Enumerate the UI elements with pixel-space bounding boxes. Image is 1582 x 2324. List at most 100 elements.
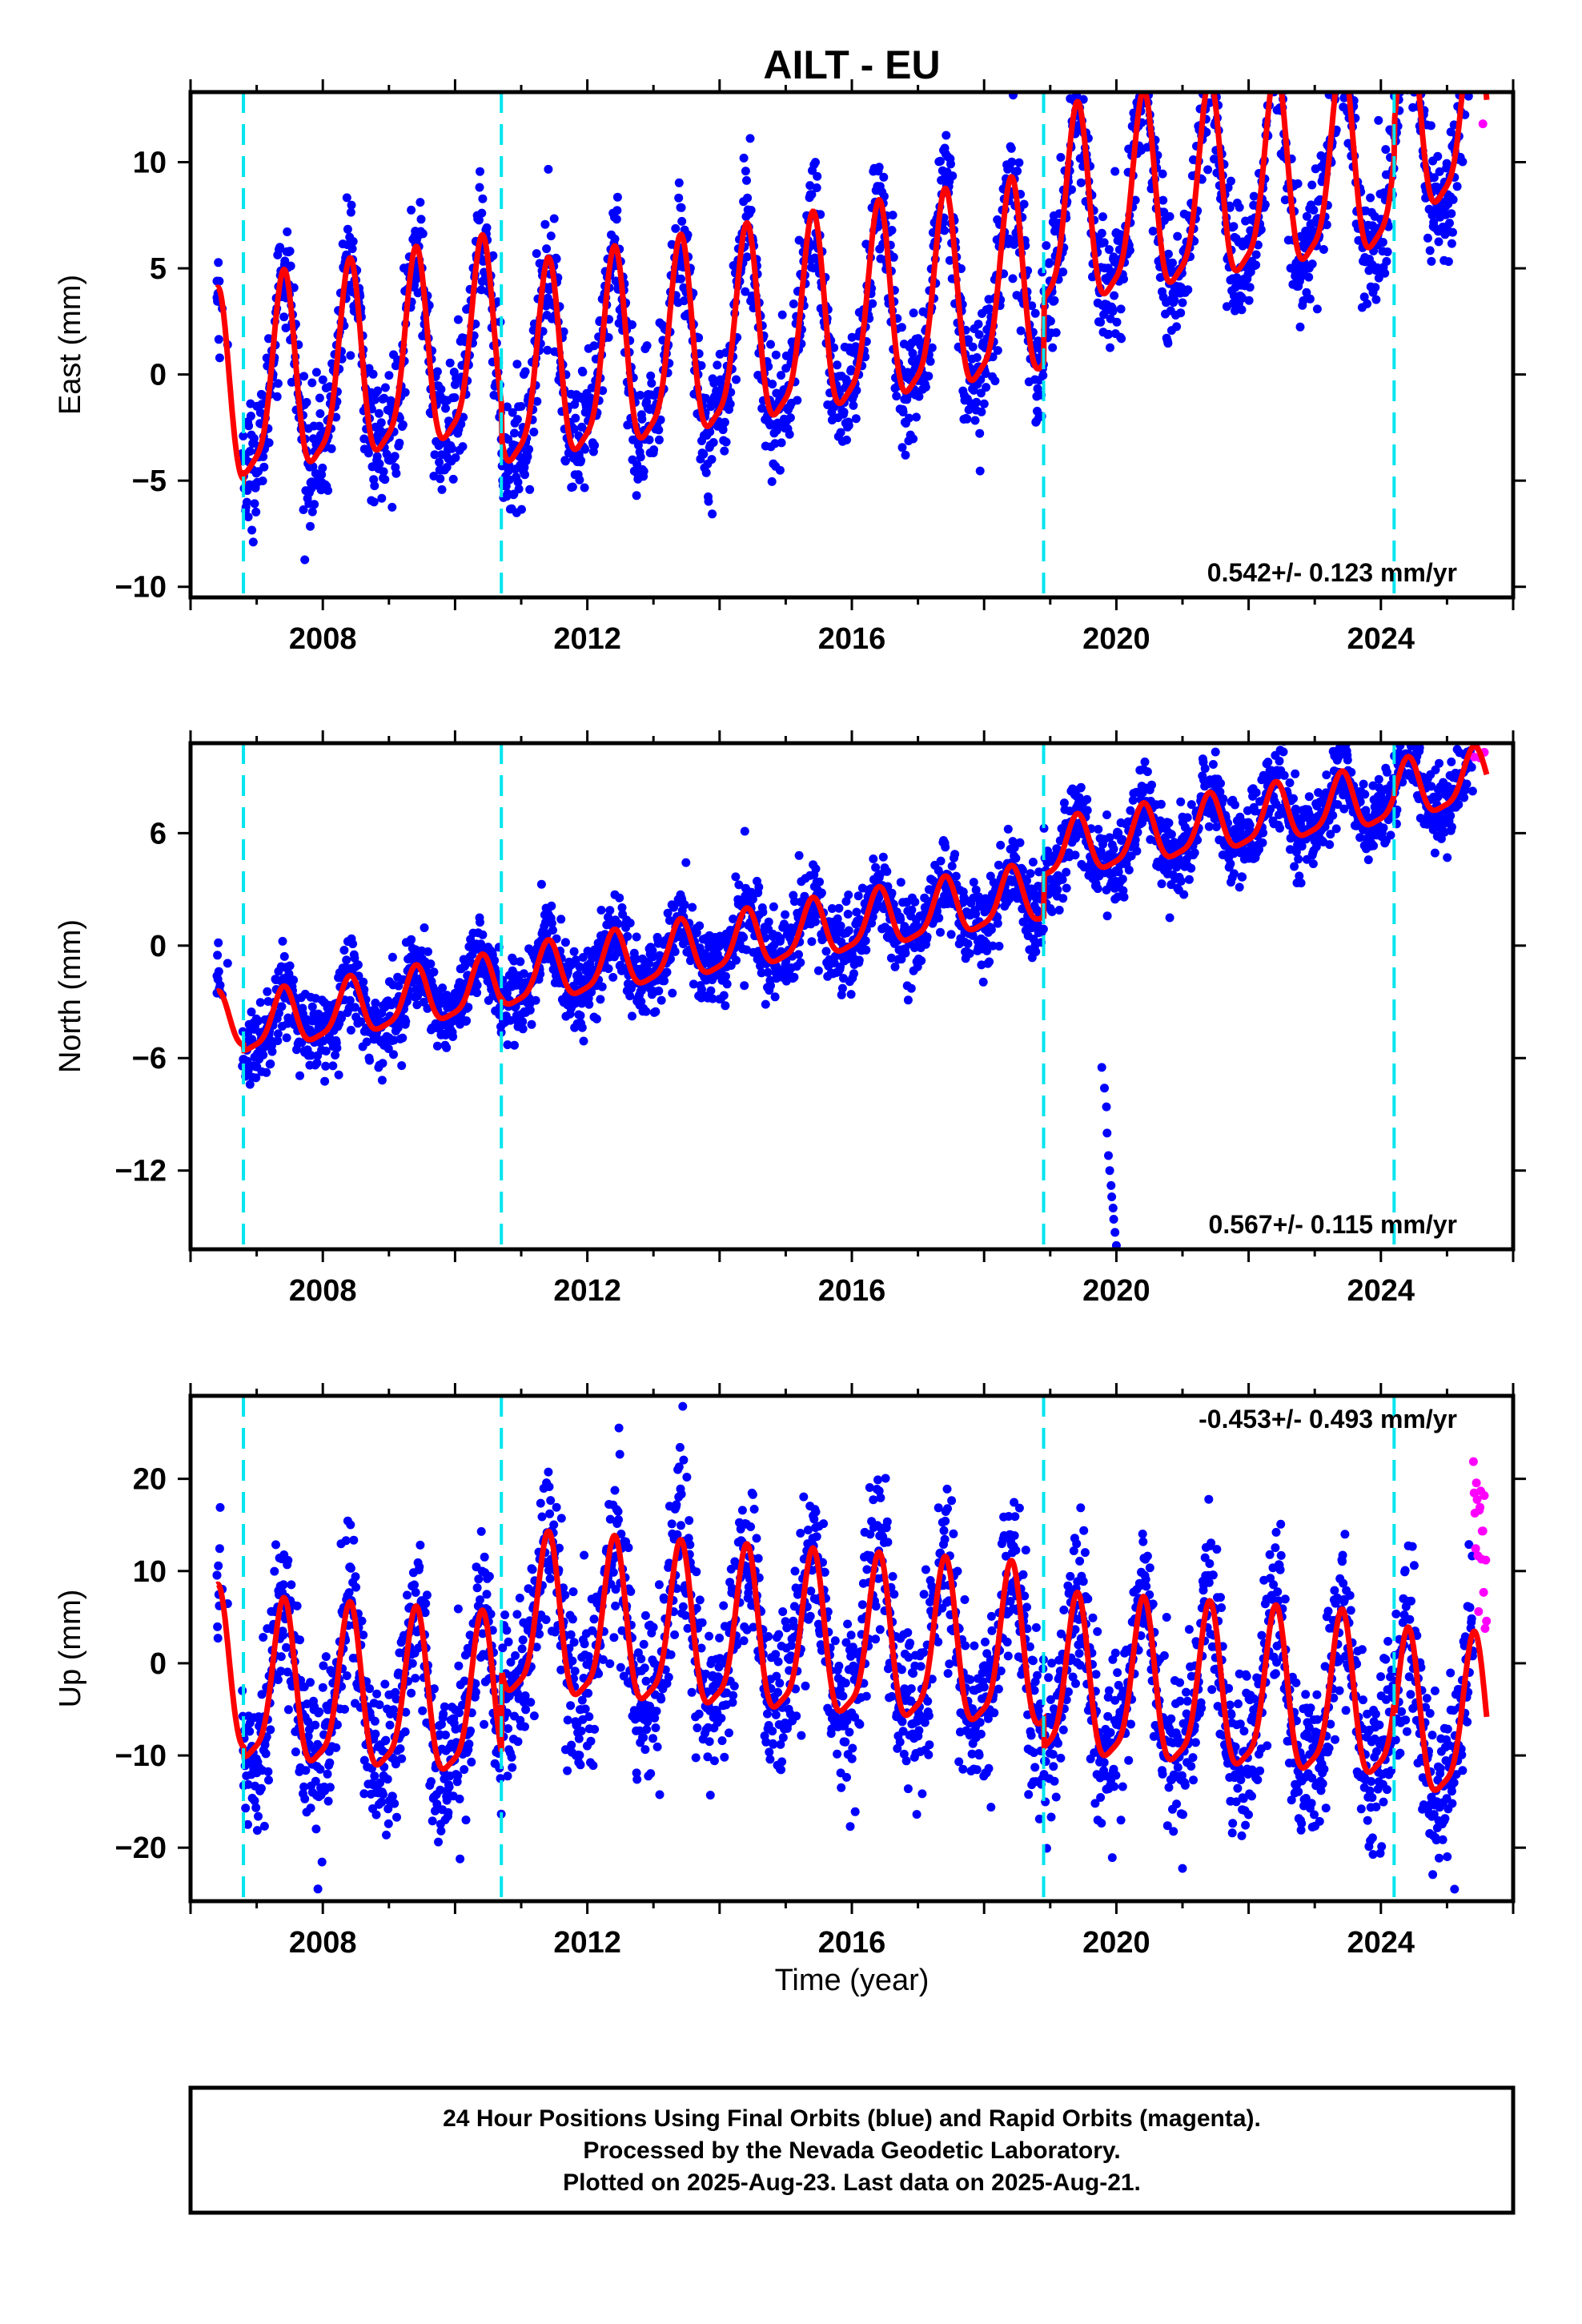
final-orbit-point xyxy=(1109,844,1118,854)
final-orbit-point xyxy=(426,959,436,969)
final-orbit-point xyxy=(1038,924,1048,934)
final-orbit-point xyxy=(1273,35,1282,44)
y-tick-label: −5 xyxy=(132,464,167,498)
final-orbit-point xyxy=(646,371,656,380)
final-orbit-point xyxy=(662,967,672,977)
final-orbit-point xyxy=(713,360,722,370)
final-orbit-point xyxy=(359,977,368,987)
final-orbit-point xyxy=(1045,258,1054,267)
final-orbit-point xyxy=(922,932,932,942)
final-orbit-point xyxy=(435,457,444,467)
final-orbit-point xyxy=(376,418,386,428)
final-orbit-point xyxy=(1076,178,1086,187)
final-orbit-point xyxy=(345,995,355,1005)
final-orbit-point xyxy=(912,412,921,422)
final-orbit-point xyxy=(1138,46,1146,54)
final-orbit-point xyxy=(1070,850,1080,860)
final-orbit-point xyxy=(758,907,768,917)
final-orbit-point xyxy=(1142,70,1150,78)
final-orbit-point xyxy=(1125,246,1134,255)
final-orbit-point xyxy=(610,234,620,243)
final-orbit-point xyxy=(442,463,452,472)
final-orbit-point xyxy=(282,1033,291,1043)
final-orbit-point xyxy=(525,1005,535,1015)
final-orbit-point xyxy=(1157,879,1166,889)
final-orbit-point xyxy=(1069,66,1078,75)
final-orbit-point xyxy=(1274,24,1283,33)
final-orbit-point xyxy=(1176,876,1186,886)
final-orbit-point xyxy=(307,507,317,517)
final-orbit-point xyxy=(1082,806,1092,815)
final-orbit-point xyxy=(852,386,861,395)
final-orbit-point xyxy=(977,407,986,416)
final-orbit-point xyxy=(423,1003,432,1013)
final-orbit-point xyxy=(699,449,709,459)
final-orbit-point xyxy=(482,223,492,232)
final-orbit-point xyxy=(379,393,389,403)
final-orbit-point xyxy=(981,369,990,378)
final-orbit-point xyxy=(448,444,456,453)
final-orbit-point xyxy=(843,910,853,919)
final-orbit-point xyxy=(412,1000,422,1010)
final-orbit-point xyxy=(839,408,849,417)
final-orbit-point xyxy=(836,921,845,931)
final-orbit-point xyxy=(264,334,273,344)
final-orbit-point xyxy=(1396,54,1405,63)
final-orbit-point xyxy=(1014,158,1024,167)
final-orbit-point xyxy=(1334,45,1343,54)
final-orbit-point xyxy=(1206,77,1215,86)
final-orbit-point xyxy=(571,955,580,965)
final-orbit-point xyxy=(1393,70,1402,79)
final-orbit-point xyxy=(311,368,321,377)
final-orbit-point xyxy=(328,1061,338,1071)
final-orbit-point xyxy=(1340,56,1349,65)
final-orbit-point xyxy=(1461,44,1470,53)
final-orbit-point xyxy=(766,981,775,991)
final-orbit-point xyxy=(1074,66,1083,75)
final-orbit-point xyxy=(549,214,559,223)
final-orbit-point xyxy=(1056,153,1066,162)
final-orbit-point xyxy=(1013,167,1022,176)
final-orbit-point xyxy=(249,434,259,443)
final-orbit-point xyxy=(395,438,404,448)
final-orbit-point xyxy=(400,388,410,397)
final-orbit-point xyxy=(505,1015,515,1025)
final-orbit-point xyxy=(1190,848,1199,858)
final-orbit-point xyxy=(214,967,223,976)
final-orbit-point xyxy=(318,463,327,472)
final-orbit-point xyxy=(1398,58,1407,66)
final-orbit-point xyxy=(707,455,717,464)
final-orbit-point xyxy=(1267,67,1275,76)
final-orbit-point xyxy=(321,1061,331,1071)
final-orbit-point xyxy=(851,414,861,424)
final-orbit-point xyxy=(887,226,897,235)
final-orbit-point xyxy=(1200,764,1210,774)
final-orbit-point xyxy=(975,466,985,476)
final-orbit-point xyxy=(259,452,268,461)
final-orbit-point xyxy=(811,158,820,167)
final-orbit-point xyxy=(921,382,930,392)
final-orbit-point xyxy=(1054,906,1064,915)
final-orbit-point xyxy=(950,850,960,859)
final-orbit-point xyxy=(1336,35,1345,44)
final-orbit-point xyxy=(740,981,749,991)
final-orbit-point xyxy=(1413,54,1422,63)
final-orbit-point xyxy=(926,356,935,366)
final-orbit-point xyxy=(625,919,635,928)
final-orbit-point xyxy=(592,1014,601,1023)
final-orbit-point xyxy=(531,995,540,1005)
final-orbit-point xyxy=(1305,294,1315,304)
final-orbit-point xyxy=(813,966,823,975)
final-orbit-point xyxy=(577,999,587,1008)
final-orbit-point xyxy=(476,167,484,176)
final-orbit-point xyxy=(264,438,274,448)
final-orbit-point xyxy=(1339,56,1347,65)
final-orbit-point xyxy=(584,999,594,1009)
final-orbit-point xyxy=(1415,49,1423,58)
final-orbit-point xyxy=(670,947,680,956)
final-orbit-point xyxy=(1158,169,1167,179)
final-orbit-point xyxy=(1225,203,1235,212)
final-orbit-point xyxy=(1173,231,1182,241)
final-orbit-point xyxy=(1011,854,1021,863)
final-orbit-point xyxy=(990,376,1000,386)
